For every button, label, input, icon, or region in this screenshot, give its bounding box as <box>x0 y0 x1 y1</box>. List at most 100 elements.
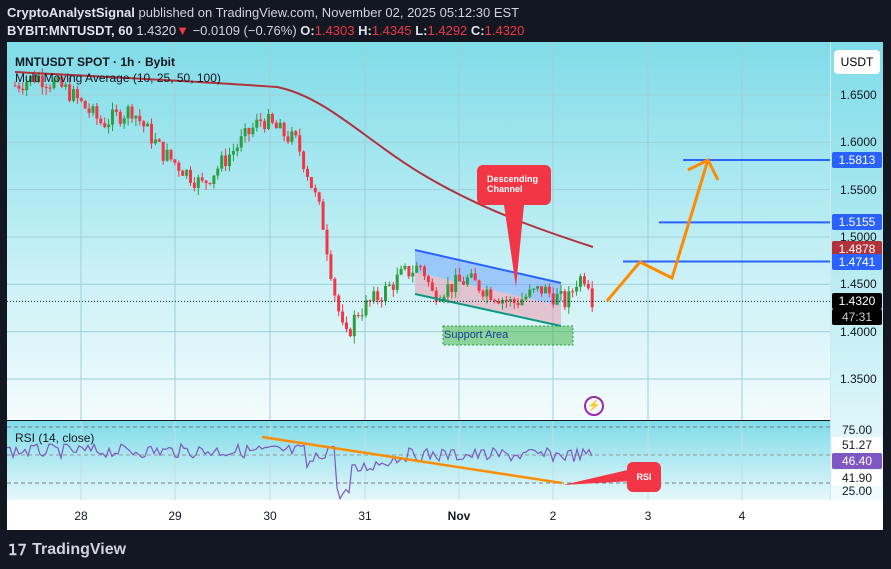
candle-body <box>64 84 68 87</box>
price-tick: 1.6500 <box>840 88 877 102</box>
currency-button[interactable]: USDT <box>834 50 880 74</box>
candle-body <box>415 265 419 273</box>
candle-body <box>571 291 575 293</box>
candle-body <box>376 291 380 301</box>
candle-body <box>368 300 372 302</box>
candle-body <box>430 282 434 291</box>
price-tag-price: 1.4320 <box>832 293 882 310</box>
channel-upper-fill <box>415 250 561 306</box>
candle-body <box>173 159 177 163</box>
candle-body <box>107 124 111 128</box>
candle-body <box>270 113 274 123</box>
candle-body <box>103 123 107 128</box>
candle-body <box>52 80 56 89</box>
candle-body <box>267 113 270 130</box>
rsi-pane[interactable]: RSI (14, close) RSI <box>7 420 830 501</box>
candle-body <box>75 89 79 99</box>
candle-body <box>446 284 450 297</box>
candle-body <box>391 284 395 290</box>
candle-body <box>294 131 298 136</box>
candle-body <box>524 296 528 300</box>
candle-body <box>17 85 21 89</box>
candle-body <box>286 136 290 142</box>
candle-body <box>228 154 231 167</box>
candle-body <box>508 299 512 302</box>
candle-body <box>364 300 368 316</box>
candle-body <box>423 266 426 277</box>
candle-body <box>130 106 134 119</box>
price-axis[interactable]: USDT 1.6500 1.6000 1.5500 1.5000 1.4500 1.400… <box>830 42 883 500</box>
candle-body <box>450 284 454 293</box>
candle-body <box>473 273 477 281</box>
candle-body <box>465 277 469 285</box>
candle-body <box>111 109 114 125</box>
time-axis[interactable]: 28 29 30 31 Nov 2 3 4 <box>7 500 883 530</box>
candle-body <box>243 128 247 137</box>
candle-body <box>263 121 267 130</box>
candle-body <box>559 291 563 294</box>
candle-body <box>442 296 446 300</box>
candle-body <box>177 162 181 171</box>
candle-body <box>313 187 317 193</box>
candle-body <box>157 139 161 142</box>
candle-body <box>298 135 302 152</box>
time-tick: 4 <box>738 509 746 523</box>
candle-body <box>165 149 169 161</box>
price-pane[interactable]: MNTUSDT SPOT · 1h · Bybit Multi Moving A… <box>7 42 830 420</box>
candle-body <box>196 177 200 188</box>
tradingview-logo[interactable]: 𝟣𝟩 TradingView <box>8 541 127 559</box>
candle-body <box>399 268 403 275</box>
candle-body <box>259 119 263 122</box>
candle-body <box>114 109 118 112</box>
candle-body <box>485 289 489 297</box>
candle-body <box>520 299 524 306</box>
candle-body <box>99 118 103 124</box>
time-tick: 3 <box>644 509 652 523</box>
candle-body <box>290 131 294 142</box>
candle-body <box>40 75 44 88</box>
candle-body <box>68 84 72 101</box>
chart-legend-title: MNTUSDT SPOT · 1h · Bybit <box>15 55 175 69</box>
candle-body <box>189 169 192 183</box>
candle-body <box>309 177 313 188</box>
author[interactable]: CryptoAnalystSignal <box>7 5 135 20</box>
candle-body <box>504 299 508 302</box>
candle-body <box>224 155 228 167</box>
candle-body <box>356 314 360 317</box>
candle-body <box>493 299 497 301</box>
indicator-legend[interactable]: Multi Moving Average (10, 25, 50, 100) <box>15 71 221 85</box>
candle-body <box>72 89 75 101</box>
candle-body <box>579 276 582 287</box>
candle-body <box>567 291 571 308</box>
candle-body <box>481 290 485 297</box>
price-tag-t1: 1.5813 <box>832 152 882 169</box>
candle-body <box>547 286 551 294</box>
candle-body <box>13 85 17 87</box>
price-tick: 1.4500 <box>840 277 877 292</box>
support-area-label: Support Area <box>444 329 509 341</box>
candle-body <box>380 300 384 302</box>
candle-body <box>169 149 173 160</box>
price-tick: 1.4000 <box>840 324 877 339</box>
candle-body <box>317 192 321 202</box>
candle-body <box>282 122 286 137</box>
candle-body <box>95 106 99 119</box>
candle-body <box>345 322 348 330</box>
tv-logo-icon: 𝟣𝟩 <box>8 542 28 559</box>
lightning-icon[interactable]: ⚡ <box>584 396 604 416</box>
candle-body <box>36 75 40 83</box>
candle-body <box>239 136 243 148</box>
candle-body <box>586 283 590 289</box>
candle-body <box>329 254 333 279</box>
candle-body <box>79 98 83 101</box>
candle-body <box>532 288 536 290</box>
candle-body <box>426 276 430 283</box>
candle-body <box>360 315 364 317</box>
candle-body <box>150 123 153 144</box>
callout-pointer <box>504 205 524 287</box>
rsi-legend: RSI (14, close) <box>15 431 95 445</box>
candle-body <box>134 115 138 119</box>
candle-body <box>454 274 458 293</box>
projection-path <box>605 159 710 302</box>
candle-body <box>477 280 481 291</box>
